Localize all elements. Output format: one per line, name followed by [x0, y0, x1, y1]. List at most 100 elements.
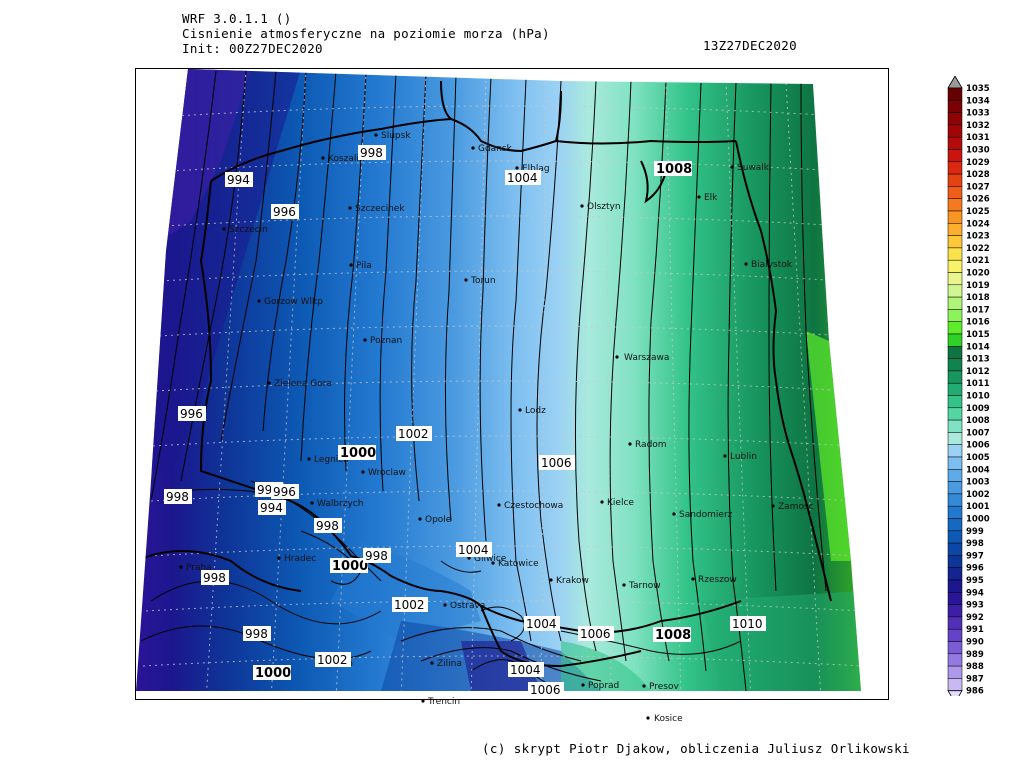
svg-text:Rzeszow: Rzeszow: [698, 575, 737, 585]
colorbar-tick-label: 1033: [966, 109, 990, 119]
svg-text:Kosice: Kosice: [654, 714, 683, 724]
colorbar-swatch: [947, 321, 963, 335]
city-poznan: Poznan: [363, 336, 402, 346]
colorbar-tick-label: 1027: [966, 182, 990, 192]
credit-line: (c) skrypt Piotr Djakow, obliczenia Juli…: [482, 741, 910, 756]
svg-text:998: 998: [203, 571, 226, 585]
isobar-label: 994: [225, 172, 253, 187]
isobar-label: 998: [314, 518, 342, 533]
isobar-label: 996: [178, 406, 206, 421]
colorbar-tick-label: 1021: [966, 256, 990, 266]
colorbar-swatch: [947, 272, 963, 286]
pressure-field: [136, 69, 861, 691]
colorbar-swatch: [947, 198, 963, 212]
city-legnica: Legnica: [307, 455, 349, 465]
isobar-labels: 994 996 998 1004 1008 996 998 1000 1002 …: [164, 145, 766, 697]
colorbar-swatch: [947, 112, 963, 126]
svg-text:996: 996: [180, 407, 203, 421]
model-title: WRF 3.0.1.1 (): [182, 11, 292, 26]
svg-text:Lodz: Lodz: [525, 406, 546, 416]
pressure-map[interactable]: Slupsk Gdansk Elblag Koszalin Suwalki Ol…: [135, 68, 889, 724]
svg-text:Presov: Presov: [649, 682, 680, 692]
svg-text:Kielce: Kielce: [607, 498, 634, 508]
svg-text:Lublin: Lublin: [730, 452, 757, 462]
svg-text:1008: 1008: [656, 162, 692, 177]
isobar-label: 1002: [396, 426, 432, 441]
colorbar-tick-label: 1028: [966, 170, 990, 180]
colorbar-tick-label: 1002: [966, 490, 990, 500]
colorbar-swatch: [947, 296, 963, 310]
svg-text:Katowice: Katowice: [498, 559, 539, 569]
colorbar-tick-label: 1035: [966, 84, 990, 94]
colorbar-swatch: [947, 628, 963, 642]
svg-text:Zielona Gora: Zielona Gora: [274, 379, 332, 389]
colorbar-swatch: [947, 149, 963, 163]
colorbar-swatch: [947, 579, 963, 593]
colorbar-swatch: [947, 235, 963, 249]
svg-text:Gorzow Wlkp: Gorzow Wlkp: [264, 297, 323, 307]
city-praha: Praha: [179, 563, 212, 573]
colorbar-swatch: [947, 346, 963, 359]
city-poprad: Poprad: [581, 681, 619, 691]
colorbar-swatch: [947, 469, 963, 482]
colorbar-tick-label: 1012: [966, 367, 990, 377]
isobar-label: 1000: [338, 445, 376, 461]
colorbar-swatch: [947, 210, 963, 224]
colorbar-swatch: [947, 604, 963, 618]
lat-lon-grid: [142, 69, 861, 691]
colorbar-arrow-bottom: [947, 690, 963, 696]
colorbar-tick-label: 998: [966, 539, 984, 549]
city-olsztyn: Olsztyn: [580, 202, 621, 212]
colorbar-swatch: [947, 616, 963, 630]
svg-text:1004: 1004: [526, 617, 557, 631]
svg-text:Ostrava: Ostrava: [450, 601, 485, 611]
colorbar-swatch: [947, 161, 963, 175]
colorbar-tick-label: 1005: [966, 453, 990, 463]
colorbar-tick-label: 993: [966, 601, 984, 611]
svg-text:1000: 1000: [255, 666, 291, 681]
isobar-label: 1004: [508, 662, 544, 677]
colorbar-tick-label: 1034: [966, 96, 990, 106]
colorbar-swatch: [947, 173, 963, 187]
isobar-label: 998: [358, 145, 386, 160]
colorbar-swatch: [947, 370, 963, 384]
svg-text:Koszalin: Koszalin: [328, 154, 365, 164]
city-tarnow: Tarnow: [622, 581, 661, 591]
svg-text:Krakow: Krakow: [556, 576, 589, 586]
colorbar-tick-label: 1010: [966, 392, 990, 402]
colorbar-tick-label: 1014: [966, 342, 990, 352]
city-sandomierz: Sandomierz: [672, 510, 733, 520]
city-hradec: Hradec: [277, 554, 316, 564]
colorbar-tick-label: 1019: [966, 281, 990, 291]
city-zilina: Zilina: [430, 659, 462, 669]
city-radom: Radom: [628, 440, 667, 450]
colorbar-swatch: [947, 518, 963, 532]
svg-text:Suwalki: Suwalki: [737, 163, 772, 173]
svg-text:Opole: Opole: [425, 515, 452, 525]
isobar-label: 1000: [253, 665, 291, 681]
colorbar-swatch: [947, 530, 963, 544]
city-torun: Torun: [464, 276, 496, 286]
city-katowice: Katowice: [491, 559, 539, 569]
svg-text:1006: 1006: [580, 627, 611, 641]
svg-text:1000: 1000: [332, 559, 368, 574]
city-zielona-gora: Zielona Gora: [267, 379, 332, 389]
svg-text:Gliwice: Gliwice: [474, 554, 507, 564]
borders: [136, 80, 832, 668]
field-title: Cisnienie atmosferyczne na poziomie morz…: [182, 26, 550, 41]
colorbar-tick-label: 1032: [966, 121, 990, 131]
svg-text:1004: 1004: [507, 171, 538, 185]
colorbar-tick-label: 986: [966, 687, 984, 696]
city-kielce: Kielce: [600, 498, 634, 508]
colorbar-legend: 1035 1034 1033 1032 1031 1030 1029 1028 1027 1026…: [947, 76, 990, 696]
colorbar-tick-label: 1015: [966, 330, 990, 340]
colorbar-tick-label: 1003: [966, 478, 990, 488]
svg-text:Gdansk: Gdansk: [478, 144, 513, 154]
colorbar-swatch: [947, 395, 963, 409]
colorbar-tick-label: 997: [966, 551, 984, 561]
colorbar-swatch: [947, 456, 963, 470]
svg-text:Poprad: Poprad: [588, 681, 619, 691]
colorbar-tick-label: 989: [966, 650, 984, 660]
colorbar-swatch: [947, 641, 963, 655]
colorbar-tick-label: 996: [966, 564, 984, 574]
